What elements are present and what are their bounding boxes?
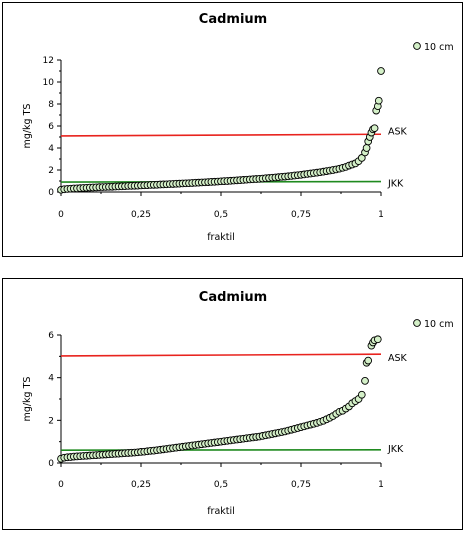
x-tick-label: 0,5 bbox=[214, 480, 228, 490]
y-tick-label: 6 bbox=[48, 122, 54, 132]
legend-marker bbox=[413, 42, 421, 50]
chart-panel-top: Cadmium 0 2 4 6 8 10 12 0 0,25 0,5 0,75 1 fraktil mg/k… bbox=[2, 2, 463, 257]
legend-label: 10 cm bbox=[424, 319, 454, 330]
data-point bbox=[370, 124, 379, 133]
x-axis-label: fraktil bbox=[207, 232, 235, 243]
reference-line-ask bbox=[60, 353, 382, 357]
reference-label-ask: ASK bbox=[388, 126, 408, 137]
y-tick-label: 4 bbox=[48, 144, 54, 154]
chart-title: Cadmium bbox=[199, 12, 267, 27]
y-axis-label: mg/kg TS bbox=[22, 104, 33, 149]
y-tick-label: 0 bbox=[48, 459, 54, 469]
y-tick-label: 12 bbox=[43, 56, 54, 66]
reference-label-jkk: JKK bbox=[387, 444, 404, 455]
y-tick-label: 2 bbox=[48, 166, 54, 176]
reference-label-jkk: JKK bbox=[387, 179, 404, 190]
data-point bbox=[374, 96, 383, 105]
reference-label-ask: ASK bbox=[388, 353, 408, 364]
x-tick-label: 0,75 bbox=[291, 210, 311, 220]
y-axis-label: mg/kg TS bbox=[22, 377, 33, 422]
data-point bbox=[377, 67, 385, 75]
x-axis-label: fraktil bbox=[207, 506, 235, 517]
data-point bbox=[357, 390, 366, 399]
x-tick-label: 0,75 bbox=[291, 480, 311, 490]
y-tick-label: 2 bbox=[48, 416, 54, 426]
chart-panel-bottom: Cadmium 0 2 4 6 0 0,25 0,5 0,75 1 fraktil mg/kg TS A… bbox=[2, 278, 463, 530]
x-tick-label: 0,25 bbox=[131, 210, 151, 220]
y-tick-label: 8 bbox=[48, 100, 54, 110]
reference-line-ask bbox=[60, 133, 382, 137]
y-tick-label: 6 bbox=[48, 331, 54, 341]
y-tick-label: 10 bbox=[43, 78, 55, 88]
x-tick-label: 0 bbox=[58, 210, 64, 220]
legend-label: 10 cm bbox=[424, 42, 454, 53]
chart-svg-top: Cadmium 0 2 4 6 8 10 12 0 0,25 0,5 0,75 1 fraktil mg/k… bbox=[22, 12, 454, 243]
data-point bbox=[361, 377, 369, 385]
x-tick-label: 0,25 bbox=[131, 480, 151, 490]
legend-marker bbox=[413, 319, 421, 327]
y-tick-label: 4 bbox=[48, 374, 54, 384]
chart-svg-bottom: Cadmium 0 2 4 6 0 0,25 0,5 0,75 1 fraktil mg/kg TS A… bbox=[22, 290, 454, 517]
x-tick-label: 0 bbox=[58, 480, 64, 490]
data-point bbox=[362, 144, 371, 152]
x-tick-label: 0,5 bbox=[214, 210, 228, 220]
x-tick-label: 1 bbox=[378, 480, 384, 490]
data-point bbox=[373, 335, 382, 344]
x-tick-label: 1 bbox=[378, 210, 384, 220]
data-point bbox=[364, 356, 373, 365]
y-tick-label: 0 bbox=[48, 188, 54, 198]
chart-title: Cadmium bbox=[199, 290, 267, 305]
